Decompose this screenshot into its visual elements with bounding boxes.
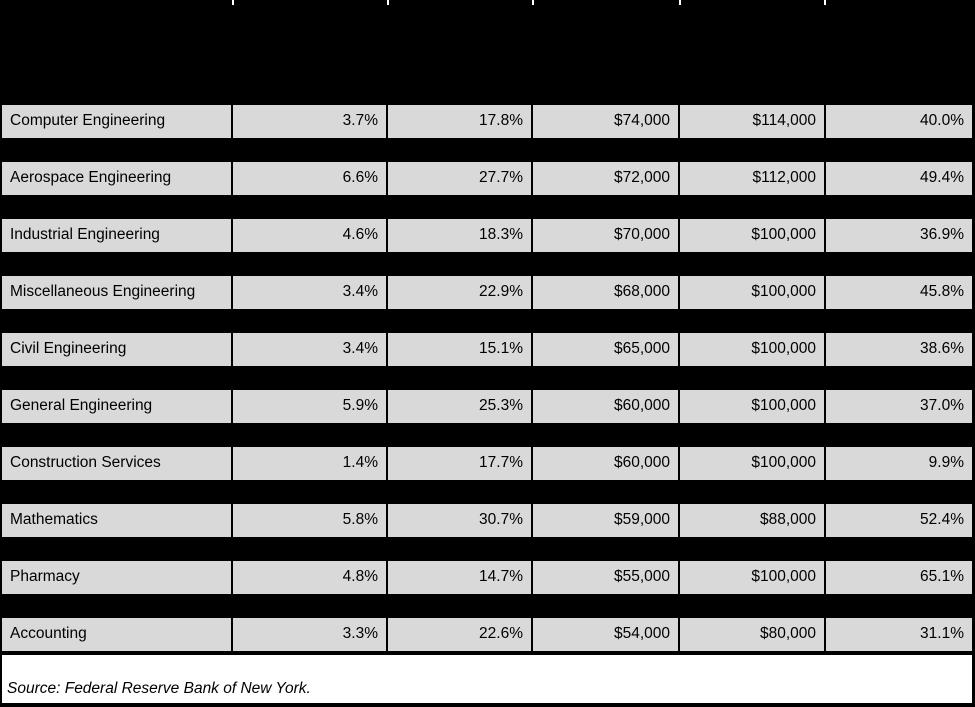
cell-value: $70,000 — [533, 219, 680, 252]
gridline-tick — [387, 0, 389, 5]
separator-band — [0, 195, 975, 219]
cell-value: $88,000 — [680, 504, 826, 537]
cell-value: $59,000 — [533, 504, 680, 537]
separator-band — [0, 480, 975, 504]
cell-major: Industrial Engineering — [0, 219, 233, 252]
cell-value: 30.7% — [388, 504, 533, 537]
cell-value: 5.9% — [233, 390, 388, 423]
cell-value: 25.3% — [388, 390, 533, 423]
separator-band — [0, 138, 975, 162]
cell-value: 65.1% — [826, 561, 975, 594]
cell-value: $112,000 — [680, 162, 826, 195]
cell-value: 3.3% — [233, 618, 388, 651]
cell-value: $100,000 — [680, 219, 826, 252]
cell-value: 17.7% — [388, 447, 533, 480]
separator-band — [0, 309, 975, 333]
cell-value: $72,000 — [533, 162, 680, 195]
table-row: Aerospace Engineering 6.6% 27.7% $72,000… — [0, 162, 975, 195]
cell-value: 49.4% — [826, 162, 975, 195]
separator-band — [0, 366, 975, 390]
separator-band — [0, 252, 975, 276]
cell-major: Computer Engineering — [0, 105, 233, 138]
cell-value: 3.4% — [233, 276, 388, 309]
cell-value: 38.6% — [826, 333, 975, 366]
cell-value: $74,000 — [533, 105, 680, 138]
cell-value: 3.7% — [233, 105, 388, 138]
cell-value: 36.9% — [826, 219, 975, 252]
separator-band — [0, 594, 975, 618]
cell-value: $54,000 — [533, 618, 680, 651]
gridline-tick — [824, 0, 826, 5]
cell-value: 22.9% — [388, 276, 533, 309]
cell-value: 5.8% — [233, 504, 388, 537]
cell-major: Pharmacy — [0, 561, 233, 594]
cell-value: $60,000 — [533, 390, 680, 423]
gridline-tick — [232, 0, 234, 5]
cell-value: 52.4% — [826, 504, 975, 537]
separator-band — [0, 537, 975, 561]
cell-value: $100,000 — [680, 276, 826, 309]
cell-value: 15.1% — [388, 333, 533, 366]
cell-value: 31.1% — [826, 618, 975, 651]
cell-value: $100,000 — [680, 447, 826, 480]
cell-value: 1.4% — [233, 447, 388, 480]
cell-value: 45.8% — [826, 276, 975, 309]
cell-value: 17.8% — [388, 105, 533, 138]
table-row: Accounting 3.3% 22.6% $54,000 $80,000 31… — [0, 618, 975, 651]
gridline-tick — [679, 0, 681, 5]
table-row: Construction Services 1.4% 17.7% $60,000… — [0, 447, 975, 480]
cell-major: General Engineering — [0, 390, 233, 423]
cell-value: $65,000 — [533, 333, 680, 366]
table-row: Industrial Engineering 4.6% 18.3% $70,00… — [0, 219, 975, 252]
footer: Source: Federal Reserve Bank of New York… — [0, 651, 975, 707]
separator-band — [0, 423, 975, 447]
table-row: Civil Engineering 3.4% 15.1% $65,000 $10… — [0, 333, 975, 366]
cell-major: Construction Services — [0, 447, 233, 480]
cell-major: Miscellaneous Engineering — [0, 276, 233, 309]
cell-value: $100,000 — [680, 333, 826, 366]
cell-major: Mathematics — [0, 504, 233, 537]
cell-value: $80,000 — [680, 618, 826, 651]
header-band — [0, 0, 975, 105]
cell-major: Accounting — [0, 618, 233, 651]
cell-major: Civil Engineering — [0, 333, 233, 366]
source-note: Source: Federal Reserve Bank of New York… — [7, 680, 311, 697]
gridline-tick — [532, 0, 534, 5]
cell-value: 22.6% — [388, 618, 533, 651]
cell-major: Aerospace Engineering — [0, 162, 233, 195]
cell-value: 9.9% — [826, 447, 975, 480]
table-row: Computer Engineering 3.7% 17.8% $74,000 … — [0, 105, 975, 138]
table-row: Mathematics 5.8% 30.7% $59,000 $88,000 5… — [0, 504, 975, 537]
cell-value: $60,000 — [533, 447, 680, 480]
cell-value: $100,000 — [680, 561, 826, 594]
cell-value: 27.7% — [388, 162, 533, 195]
cell-value: 4.6% — [233, 219, 388, 252]
table-row: Miscellaneous Engineering 3.4% 22.9% $68… — [0, 276, 975, 309]
cell-value: 4.8% — [233, 561, 388, 594]
cell-value: $114,000 — [680, 105, 826, 138]
cell-value: $68,000 — [533, 276, 680, 309]
cell-value: 37.0% — [826, 390, 975, 423]
table-row: Pharmacy 4.8% 14.7% $55,000 $100,000 65.… — [0, 561, 975, 594]
cell-value: 14.7% — [388, 561, 533, 594]
cell-value: 40.0% — [826, 105, 975, 138]
cell-value: $100,000 — [680, 390, 826, 423]
cell-value: 3.4% — [233, 333, 388, 366]
cell-value: 6.6% — [233, 162, 388, 195]
table-row: General Engineering 5.9% 25.3% $60,000 $… — [0, 390, 975, 423]
cell-value: $55,000 — [533, 561, 680, 594]
cell-value: 18.3% — [388, 219, 533, 252]
